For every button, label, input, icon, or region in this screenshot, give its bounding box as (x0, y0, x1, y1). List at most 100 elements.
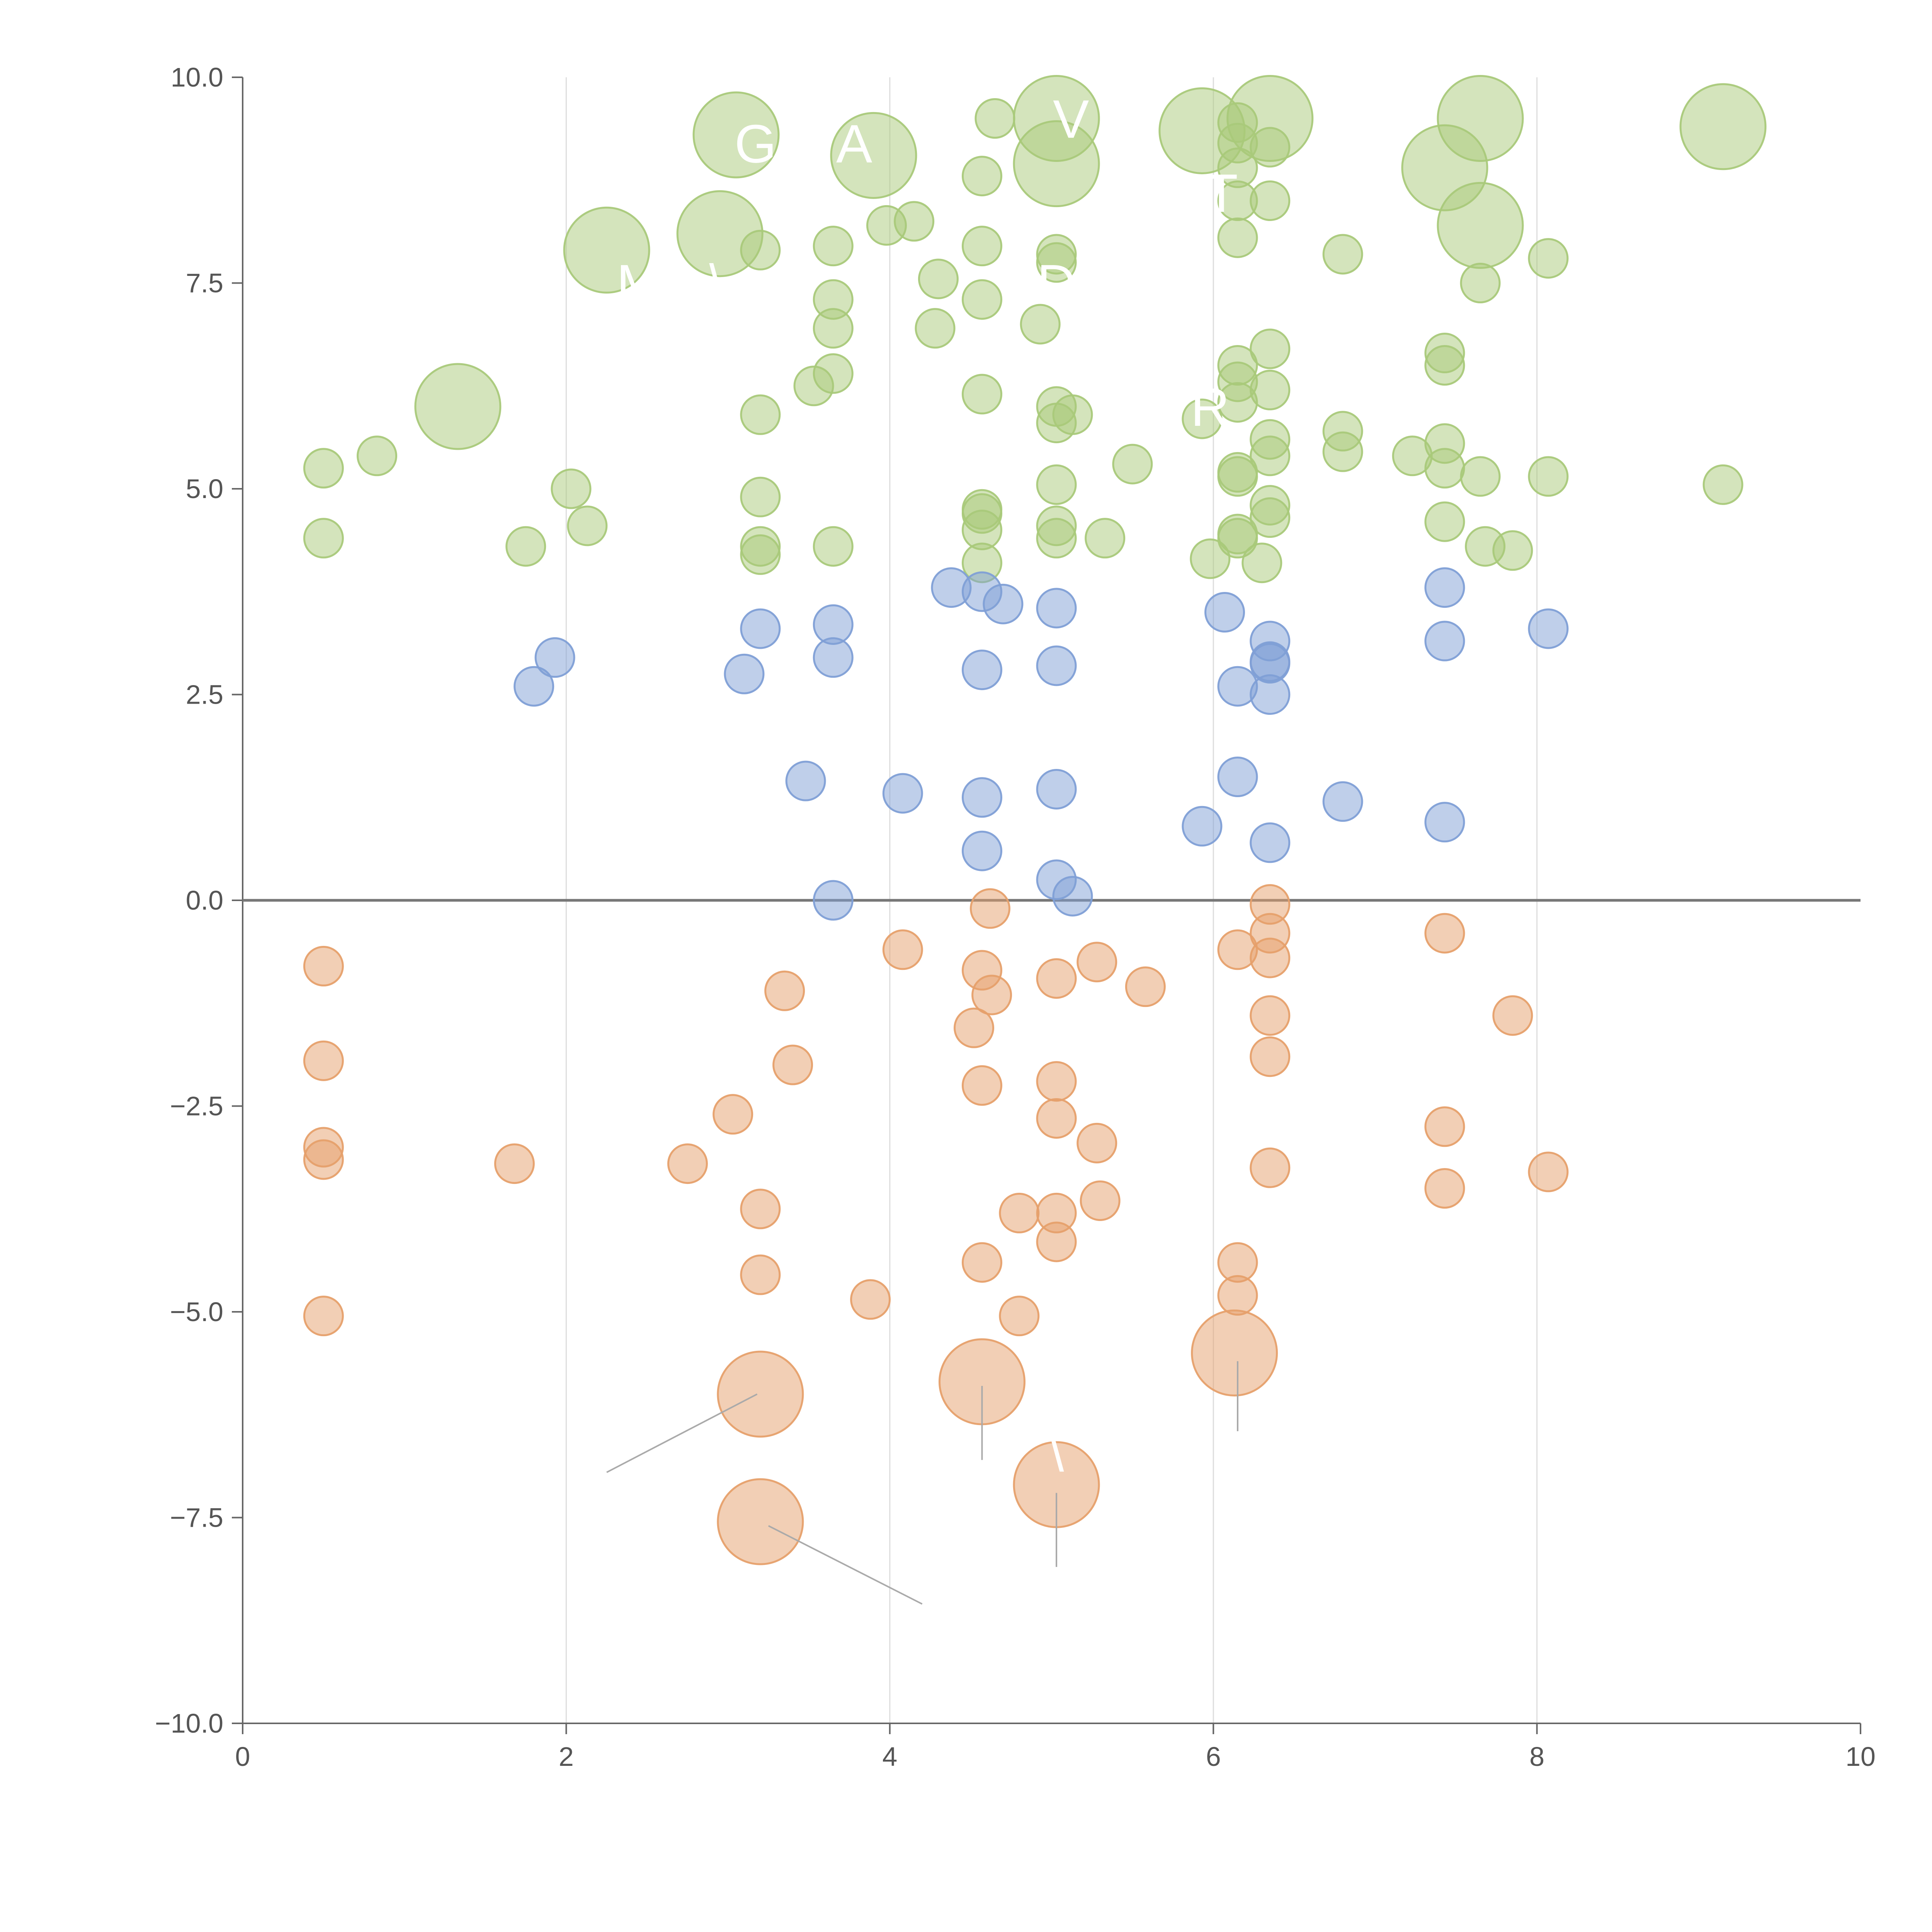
data-point-positive-low-20 (1190, 538, 1231, 579)
data-point-positive-high-36 (1020, 304, 1061, 345)
data-point-mid-26 (1322, 781, 1363, 822)
data-point-positive-high-25 (961, 226, 1002, 267)
data-point-positive-high-1 (830, 112, 917, 199)
x-tick-label-0: 0 (235, 1742, 250, 1772)
data-point-positive-high-4 (1013, 120, 1100, 207)
x-tick-label-5: 10 (1845, 1742, 1876, 1772)
data-point-positive-low-11 (1036, 518, 1077, 559)
data-point-positive-low-13 (1217, 518, 1258, 559)
data-point-mid-10 (1424, 621, 1465, 662)
data-point-positive-high-64 (1217, 456, 1258, 497)
point-label-6: M (617, 253, 662, 314)
data-point-negative-40 (740, 1254, 781, 1295)
data-point-positive-high-61 (303, 448, 344, 489)
leaders-layer (606, 1361, 1239, 1605)
data-point-negative-32 (1424, 1168, 1465, 1209)
data-point-mid-15 (1036, 645, 1077, 686)
data-point-positive-high-33 (961, 279, 1002, 320)
data-point-negative-8 (303, 946, 344, 986)
data-point-negative-1 (969, 888, 1010, 929)
data-point-positive-high-39 (1424, 345, 1465, 386)
data-point-negative-15 (1492, 995, 1533, 1036)
point-label-7: \ (709, 253, 724, 314)
data-point-positive-high-30 (918, 259, 959, 299)
data-point-positive-high-47 (1217, 382, 1258, 423)
data-point-negative-34 (740, 1189, 781, 1230)
data-point-mid-3 (983, 583, 1024, 624)
point-label-8: \ (1049, 1422, 1064, 1483)
data-point-positive-high-51 (1182, 398, 1223, 439)
data-point-negative-21 (961, 1065, 1002, 1106)
data-point-negative-37 (1036, 1221, 1077, 1262)
point-label-5: D (1037, 253, 1076, 314)
data-point-positive-high-20 (1437, 182, 1524, 269)
data-point-positive-high-45 (961, 374, 1002, 415)
data-point-negative-7 (1077, 942, 1117, 983)
data-point-negative-23 (1036, 1098, 1077, 1139)
data-point-positive-high-21 (1217, 217, 1258, 258)
data-point-positive-low-15 (813, 526, 854, 567)
point-label-1: A (836, 113, 872, 174)
data-point-negative-44 (999, 1296, 1040, 1337)
data-point-negative-49 (717, 1478, 804, 1565)
data-point-mid-25 (961, 777, 1002, 818)
data-point-positive-high-18 (866, 205, 907, 246)
data-point-mid-16 (961, 650, 1002, 690)
data-point-mid-22 (785, 760, 826, 801)
data-point-negative-47 (717, 1350, 804, 1438)
data-point-positive-high-27 (1036, 242, 1077, 283)
data-point-negative-29 (667, 1143, 708, 1184)
data-point-positive-high-24 (813, 226, 854, 267)
x-tick-label-1: 2 (559, 1742, 574, 1772)
points-layer (303, 75, 1767, 1565)
data-point-positive-high-22 (563, 206, 650, 294)
data-point-mid-28 (1182, 806, 1223, 847)
data-point-negative-30 (1250, 1147, 1291, 1188)
data-point-mid-23 (1036, 769, 1077, 810)
data-point-mid-4 (1036, 588, 1077, 629)
point-label-4: R (1190, 377, 1230, 437)
data-point-positive-high-62 (1424, 448, 1465, 489)
data-point-negative-41 (1217, 1275, 1258, 1316)
data-point-mid-8 (1528, 608, 1569, 649)
data-point-positive-low-4 (1250, 497, 1291, 538)
data-point-negative-31 (1528, 1151, 1569, 1192)
data-point-negative-22 (713, 1094, 753, 1135)
data-point-positive-high-69 (551, 468, 592, 509)
data-point-negative-20 (1036, 1061, 1077, 1102)
data-point-positive-low-6 (567, 505, 608, 546)
leader-line-0 (606, 1393, 758, 1473)
data-point-negative-13 (971, 975, 1012, 1015)
data-point-positive-high-49 (740, 394, 781, 435)
data-point-positive-high-56 (1322, 431, 1363, 472)
data-point-negative-27 (303, 1139, 344, 1180)
data-point-positive-high-34 (915, 308, 956, 349)
data-point-positive-high-9 (1679, 83, 1767, 170)
data-point-mid-12 (813, 637, 854, 678)
data-point-positive-low-12 (1085, 518, 1126, 559)
data-point-negative-4 (882, 929, 923, 970)
data-point-mid-20 (1250, 674, 1291, 715)
data-point-negative-43 (303, 1296, 344, 1337)
data-point-negative-24 (1424, 1106, 1465, 1147)
data-point-positive-high-46 (414, 363, 502, 450)
data-point-negative-6 (1250, 937, 1291, 978)
point-label-3: T (1205, 163, 1238, 223)
data-point-positive-high-23 (740, 230, 781, 270)
data-point-positive-high-0 (692, 91, 780, 179)
y-tick-label-4: 0.0 (186, 885, 223, 915)
y-tick-label-2: −5.0 (170, 1297, 223, 1327)
data-point-negative-19 (772, 1044, 813, 1085)
data-point-positive-high-42 (793, 366, 834, 406)
data-point-positive-low-0 (740, 476, 781, 517)
data-point-positive-high-66 (1528, 456, 1569, 497)
data-point-positive-high-68 (1702, 464, 1743, 505)
y-tick-label-6: 5.0 (186, 474, 223, 504)
data-point-negative-12 (764, 970, 805, 1011)
x-tick-label-3: 6 (1206, 1742, 1221, 1772)
x-tick-label-4: 8 (1529, 1742, 1544, 1772)
data-point-negative-14 (1250, 995, 1291, 1036)
data-point-mid-21 (1217, 757, 1258, 797)
data-point-positive-low-18 (1492, 530, 1533, 571)
